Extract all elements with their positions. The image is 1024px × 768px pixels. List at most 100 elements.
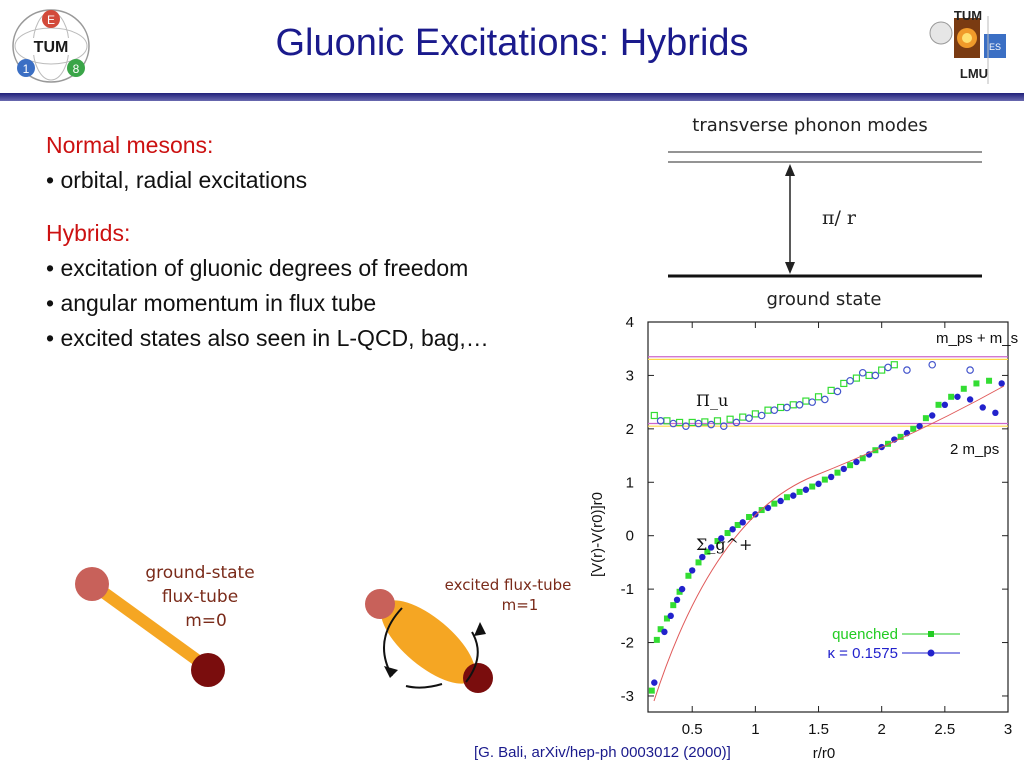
data-point: [752, 511, 759, 518]
data-point: [790, 492, 797, 499]
quark-dot: [75, 567, 109, 601]
data-point: [796, 488, 803, 495]
data-point: [783, 403, 791, 412]
data-point: [770, 406, 779, 414]
pi-u-label: Π_u: [696, 391, 728, 410]
data-point: [657, 626, 664, 633]
data-point: [935, 401, 942, 408]
data-point: [979, 404, 986, 411]
antiquark-dot: [463, 663, 493, 693]
legend-kappa: κ = 0.1575: [828, 645, 898, 662]
data-point: [682, 422, 690, 430]
tum-lmu-cluster-logo: ES TUM LMU: [929, 8, 1006, 84]
data-point: [928, 360, 937, 369]
data-point: [689, 567, 696, 574]
data-point: [966, 366, 974, 374]
data-point: [821, 476, 828, 483]
hybrids-heading: Hybrids:: [46, 220, 131, 246]
data-point: [734, 522, 741, 529]
svg-text:8: 8: [73, 62, 80, 76]
data-point: [871, 371, 880, 380]
threshold-lower-label: 2 m_ps: [950, 441, 999, 458]
data-point: [948, 393, 955, 400]
data-point: [695, 559, 702, 566]
potential-chart: 0.5 1 1.5 2 2.5 3 -3 -2 -1 0 1 2 3 4 [V(r)-V(r0)]r0 r…: [589, 314, 1018, 762]
data-point: [916, 422, 923, 430]
data-point: [852, 374, 861, 382]
bullet-item: • angular momentum in flux tube: [46, 290, 377, 316]
data-point: [809, 483, 816, 490]
data-point: [676, 588, 683, 595]
data-point: [694, 419, 703, 428]
bullet-list: Normal mesons: • orbital, radial excitat…: [46, 128, 489, 356]
data-point: [670, 602, 677, 609]
y-tick-label: 2: [626, 421, 634, 438]
data-point: [840, 379, 848, 388]
data-point: [966, 396, 974, 403]
data-point: [827, 473, 835, 481]
data-point: [678, 585, 686, 593]
data-point: [929, 412, 936, 419]
data-point: [745, 414, 753, 422]
data-point: [714, 538, 721, 545]
x-tick-label: 1.5: [808, 721, 829, 738]
y-tick-label: 3: [626, 367, 634, 384]
excited-label-1: excited flux-tube: [445, 576, 572, 594]
data-point: [707, 420, 715, 429]
legend-kappa-marker: [927, 649, 935, 657]
data-point: [726, 415, 734, 423]
data-point: [910, 425, 917, 432]
header-divider: [0, 93, 1024, 101]
data-point: [729, 526, 736, 533]
data-point: [777, 497, 784, 505]
data-point: [847, 462, 854, 469]
data-point: [960, 385, 967, 392]
data-point: [858, 368, 867, 377]
data-point: [834, 469, 841, 476]
ground-label-1: ground-state: [145, 563, 254, 583]
bullet-gap: [46, 198, 489, 216]
ground-label-2: flux-tube: [162, 587, 238, 607]
x-tick-label: 2: [878, 721, 886, 738]
data-point: [719, 422, 728, 430]
data-point: [713, 417, 722, 425]
data-point: [757, 411, 766, 420]
sigma-g-label: Σ_g^+: [696, 535, 752, 554]
bullet-item: • orbital, radial excitations: [46, 167, 308, 193]
tum-e18-logo: E TUM 1 8: [12, 9, 90, 83]
logo-e-dot: [42, 10, 60, 28]
data-point: [663, 615, 670, 622]
phonon-modes-diagram: transverse phonon modes π/ r ground stat…: [668, 115, 982, 310]
fit-curve: [653, 385, 1005, 702]
y-tick-label: -1: [621, 581, 634, 598]
bullet-item: • excited states also seen in L-QCD, bag…: [46, 325, 489, 351]
normal-mesons-heading: Normal mesons:: [46, 132, 214, 158]
data-point: [846, 376, 854, 385]
data-point: [669, 419, 678, 428]
data-point: [833, 387, 842, 396]
data-point: [992, 409, 999, 417]
data-point: [890, 361, 898, 369]
data-point: [941, 401, 949, 409]
bullet-item: • excitation of gluonic degrees of freed…: [46, 255, 469, 281]
data-point: [648, 687, 655, 694]
legend-quenched-marker: [928, 631, 934, 637]
data-point: [783, 494, 790, 501]
data-point: [802, 486, 810, 493]
data-point: [922, 415, 929, 422]
data-point: [771, 500, 778, 507]
ground-label-3: m=0: [185, 611, 227, 631]
data-point: [795, 401, 804, 409]
data-point: [954, 393, 961, 400]
data-point: [998, 380, 1005, 387]
data-point: [815, 480, 822, 488]
data-point: [650, 411, 658, 420]
svg-text:TUM: TUM: [34, 39, 69, 56]
svg-text:LMU: LMU: [960, 66, 988, 81]
data-point: [897, 433, 904, 440]
legend-quenched: quenched: [832, 626, 898, 643]
x-tick-label: 2.5: [934, 721, 955, 738]
data-point: [764, 504, 772, 512]
data-point: [808, 398, 817, 406]
data-point: [840, 465, 847, 473]
